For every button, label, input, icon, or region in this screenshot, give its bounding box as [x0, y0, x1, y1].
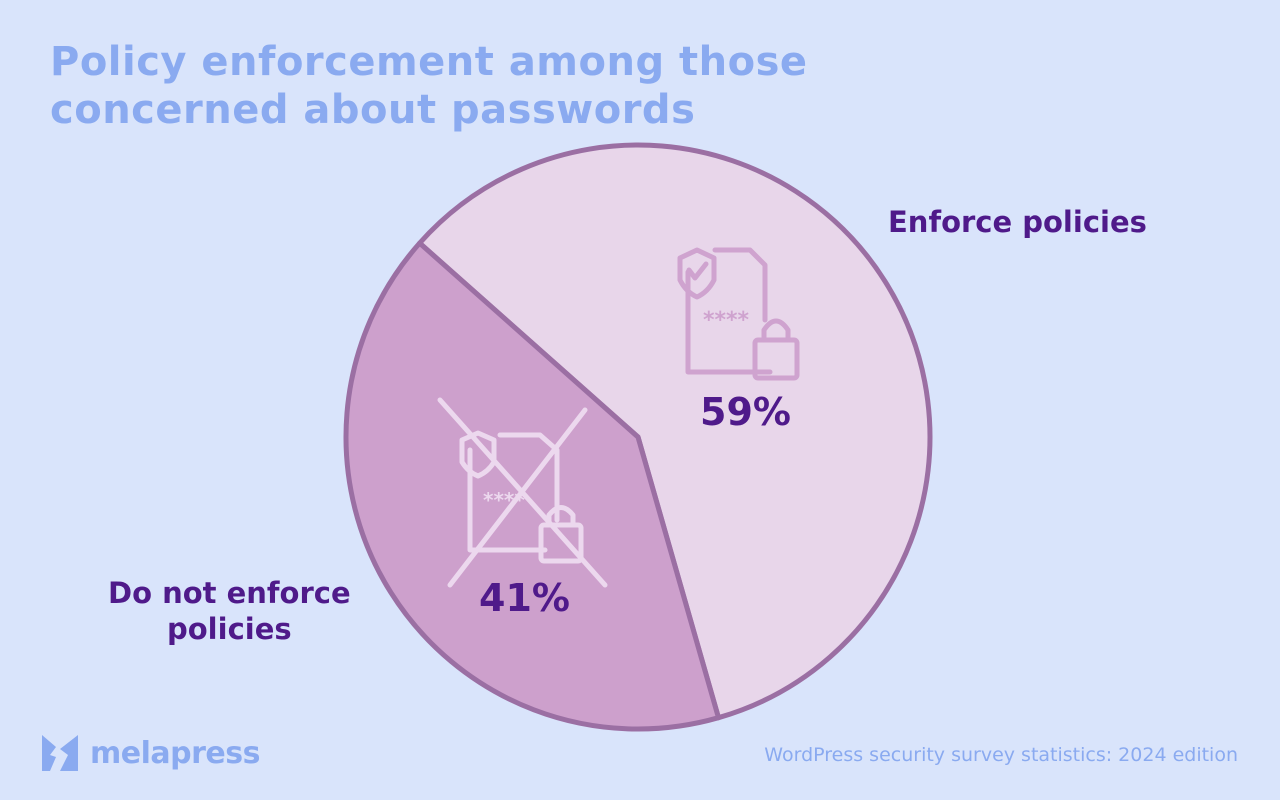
data-label-41: 41% [479, 576, 570, 620]
label-do-not-enforce: Do not enforce policies [108, 575, 351, 647]
chart-title: Policy enforcement among those concerned… [50, 38, 808, 134]
crossed-password-document-icon: **** [437, 397, 608, 588]
pie-slice-do-not-enforce-policies [343, 240, 721, 732]
title-line-1: Policy enforcement among those [50, 39, 808, 85]
label-do-not-enforce-line2: policies [167, 612, 292, 646]
footer-source: WordPress security survey statistics: 20… [764, 744, 1238, 766]
label-do-not-enforce-line1: Do not enforce [108, 576, 351, 610]
pie-slice-enforce-policies [417, 142, 933, 721]
title-line-2: concerned about passwords [50, 87, 696, 133]
melapress-logo-icon [42, 735, 78, 771]
melapress-logo: melapress [42, 735, 260, 771]
svg-text:****: **** [703, 308, 750, 333]
password-document-icon: **** [677, 247, 800, 381]
data-label-59: 59% [700, 390, 791, 434]
brand-name: melapress [90, 735, 260, 771]
label-enforce-policies: Enforce policies [888, 205, 1147, 239]
